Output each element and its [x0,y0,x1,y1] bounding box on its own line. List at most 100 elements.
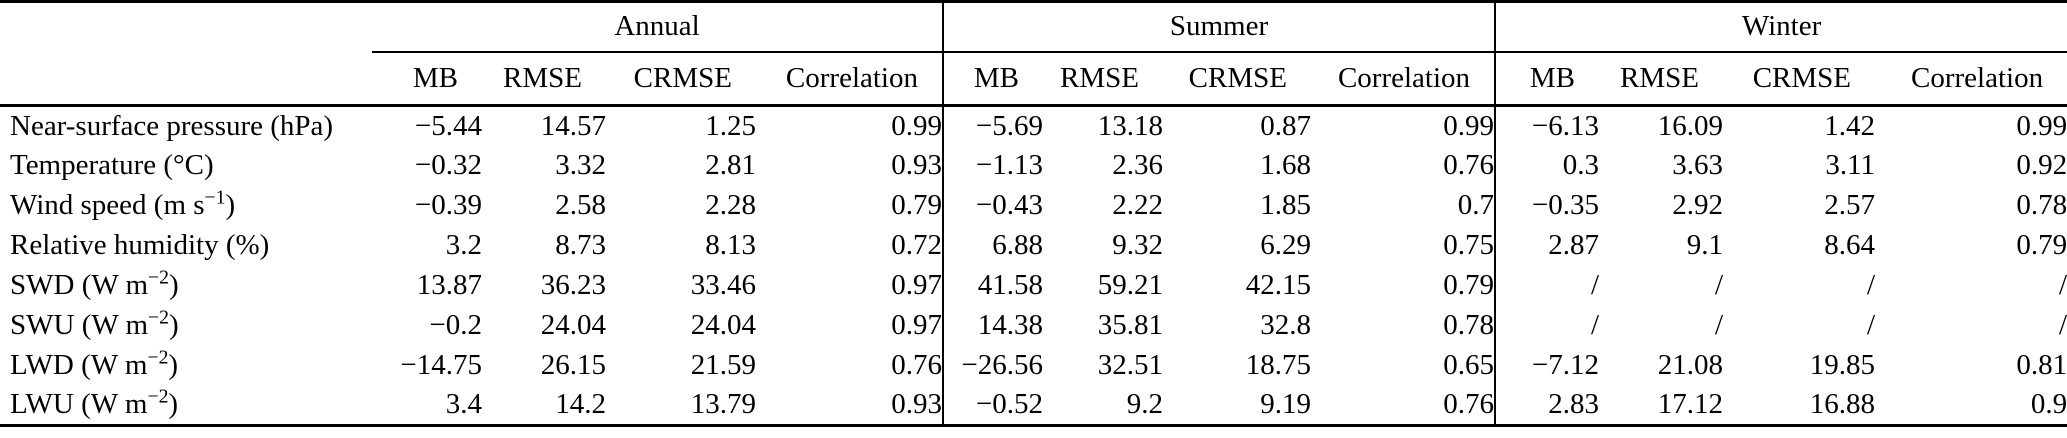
stat-cell-annual-rmse: 8.73 [555,229,606,261]
row-label-tail: ) [225,189,236,221]
table-row: SWU (W m−2) −0.2 24.04 24.04 0.97 14.38 … [0,305,2067,346]
stat-cell-summer-correlation: 0.76 [1443,388,1495,421]
stat-cell-winter-rmse: 3.63 [1672,149,1724,181]
stat-cell-summer-rmse: 32.51 [1097,349,1163,381]
row-label-text: LWU (W m [10,388,148,421]
stat-cell-annual-crmse: 2.28 [705,189,756,221]
stat-cell-winter-mb: 2.83 [1494,385,1600,426]
stat-cell-annual-correlation: 0.99 [891,109,942,142]
stat-cell-summer-correlation: 0.7 [1457,189,1495,221]
stat-cell-annual-correlation: 0.93 [891,388,942,421]
stat-cell-summer-correlation: 0.99 [1443,109,1495,142]
stat-cell-summer-rmse: 13.18 [1097,109,1163,142]
row-label: LWD (W m−2) [0,346,372,386]
row-label-tail: ) [168,349,179,381]
stat-cell-summer-correlation: 0.79 [1443,269,1495,301]
stat-cell-annual-rmse: 14.57 [540,109,606,142]
stat-col-header-summer-crmse: CRMSE [1163,51,1311,107]
stat-cell-winter-correlation: 0.79 [2016,229,2067,261]
stat-cell-winter-correlation: 0.99 [2016,109,2067,142]
stat-cell-summer-crmse: 1.68 [1260,149,1311,181]
stat-cell-winter-correlation: / [2059,309,2067,341]
group-header-row: Annual Summer Winter [0,1,2067,53]
stat-cell-annual-crmse: 33.46 [690,269,756,301]
stat-cell-winter-correlation: 0.81 [2016,349,2067,381]
stat-cell-summer-correlation: 0.65 [1443,349,1495,381]
row-label-text: Wind speed (m s [10,189,205,221]
group-header-annual: Annual [372,1,943,53]
stat-cell-annual-mb: −0.39 [414,189,482,221]
row-label: SWD (W m−2) [0,266,372,306]
stat-cell-winter-correlation: 0.9 [2030,388,2067,421]
stat-col-header-summer-correlation: Correlation [1311,51,1496,107]
stat-header-row: MB RMSE CRMSE Correlation MB RMSE CRMSE … [0,51,2067,107]
stat-cell-annual-correlation: 0.97 [891,269,942,301]
stat-cell-annual-mb: 3.4 [445,388,482,421]
stat-cell-winter-crmse: 1.42 [1824,109,1876,142]
row-label-text: SWD (W m [10,269,149,301]
stat-cell-winter-rmse: 16.09 [1657,109,1724,142]
stat-cell-summer-correlation: 0.75 [1443,229,1495,261]
stat-cell-winter-crmse: / [1866,309,1876,341]
stat-cell-summer-rmse: 35.81 [1097,309,1163,341]
stat-cell-winter-mb: 0.3 [1494,145,1600,186]
stat-cell-winter-crmse: 19.85 [1809,349,1876,381]
stat-cell-annual-crmse: 24.04 [690,309,756,341]
stat-cell-annual-mb: −5.44 [414,109,482,142]
row-label-superscript: −2 [148,266,169,289]
stat-cell-winter-crmse: 3.11 [1825,149,1876,181]
row-label-text: Relative humidity (%) [10,229,270,261]
stat-col-header-summer-rmse: RMSE [1043,51,1163,107]
stat-cell-annual-crmse: 2.81 [705,149,756,181]
stat-cell-annual-crmse: 21.59 [690,349,756,381]
table-row: SWD (W m−2) 13.87 36.23 33.46 0.97 41.58… [0,265,2067,306]
stat-cell-summer-rmse: 59.21 [1097,269,1163,301]
stat-cell-summer-mb: −0.43 [942,185,1043,226]
row-label-tail: ) [168,388,179,421]
row-label-text: Temperature (°C) [10,149,214,181]
table-row: Near-surface pressure (hPa) −5.44 14.57 … [0,105,2067,146]
stat-cell-winter-crmse: 16.88 [1809,388,1876,421]
stat-cell-summer-rmse: 2.36 [1112,149,1163,181]
row-label-tail: ) [168,309,179,341]
row-label-superscript: −2 [147,346,169,369]
stat-col-header-winter-mb: MB [1494,51,1600,107]
stat-cell-annual-mb: 13.87 [416,269,482,301]
row-label: Near-surface pressure (hPa) [0,106,372,146]
stat-cell-winter-crmse: / [1866,269,1876,301]
table-body: Near-surface pressure (hPa) −5.44 14.57 … [0,105,2067,426]
row-label: Temperature (°C) [0,146,372,186]
stat-cell-summer-crmse: 0.87 [1260,109,1311,142]
stat-cell-summer-rmse: 9.2 [1126,388,1163,421]
row-label: SWU (W m−2) [0,306,372,346]
row-label: Relative humidity (%) [0,226,372,266]
stat-cell-annual-rmse: 2.58 [555,189,606,221]
table-row: LWD (W m−2) −14.75 26.15 21.59 0.76 −26.… [0,345,2067,386]
table-row: Relative humidity (%) 3.2 8.73 8.13 0.72… [0,225,2067,266]
stat-cell-winter-rmse: / [1714,269,1724,301]
stat-cell-annual-rmse: 36.23 [540,269,606,301]
stat-cell-annual-rmse: 24.04 [540,309,606,341]
stat-cell-summer-correlation: 0.76 [1443,149,1495,181]
stat-col-header-annual-mb: MB [372,51,482,107]
stat-cell-annual-mb: −0.32 [414,149,482,181]
stat-cell-summer-rmse: 2.22 [1112,189,1163,221]
stat-cell-summer-rmse: 9.32 [1112,229,1163,261]
stat-cell-winter-crmse: 8.64 [1824,229,1876,261]
stat-cell-annual-correlation: 0.76 [891,349,942,381]
table-row: LWU (W m−2) 3.4 14.2 13.79 0.93 −0.52 9.… [0,385,2067,426]
stat-cell-winter-mb: / [1494,265,1600,306]
row-label-superscript: −1 [204,186,226,209]
stat-cell-winter-correlation: / [2059,269,2067,301]
stat-cell-annual-rmse: 3.32 [555,149,606,181]
stat-cell-winter-rmse: / [1714,309,1724,341]
stat-cell-winter-mb: −7.12 [1494,345,1600,386]
stat-cell-winter-mb: 2.87 [1494,225,1600,266]
stat-cell-summer-crmse: 18.75 [1245,349,1311,381]
stat-col-header-summer-mb: MB [942,51,1043,107]
stat-col-header-annual-crmse: CRMSE [606,51,756,107]
corner-cell [0,2,372,52]
stat-cell-summer-crmse: 1.85 [1260,189,1311,221]
stat-cell-annual-mb: −14.75 [400,349,482,381]
stat-cell-summer-correlation: 0.78 [1443,309,1495,341]
